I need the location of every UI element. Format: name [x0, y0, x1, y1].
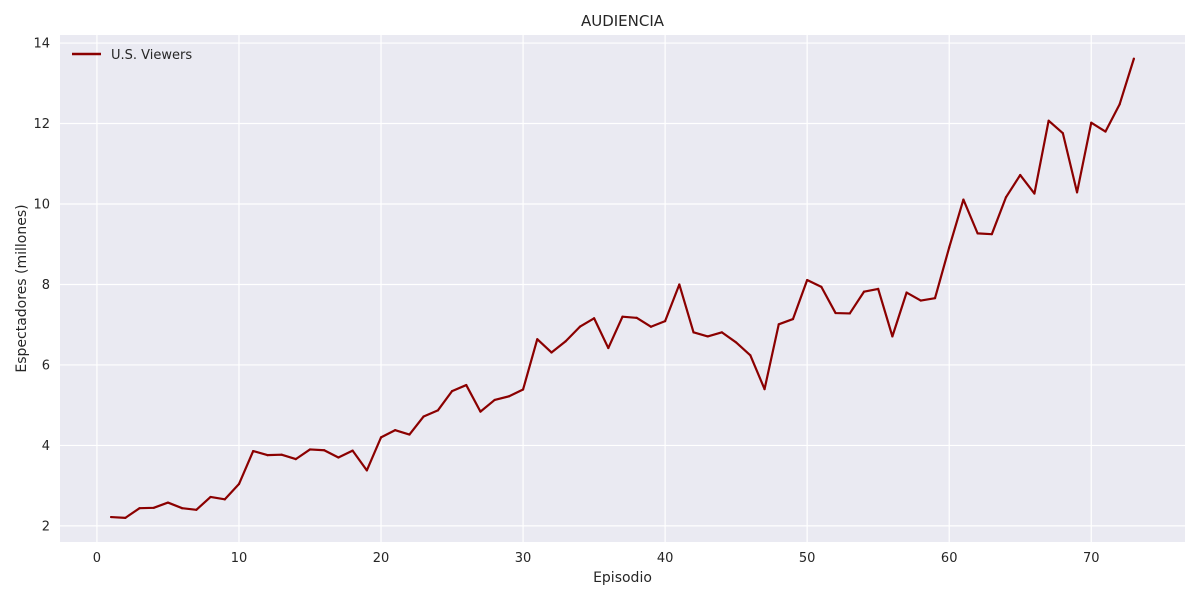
data-point — [834, 311, 837, 315]
data-point — [550, 351, 553, 354]
data-point — [962, 198, 965, 201]
data-point — [1061, 132, 1064, 135]
data-point — [578, 325, 581, 328]
data-point — [806, 278, 809, 282]
data-point — [976, 232, 979, 235]
data-point — [294, 458, 297, 461]
data-point — [507, 395, 510, 398]
data-point — [1004, 196, 1008, 199]
y-tick-label: 12 — [33, 117, 50, 132]
data-point — [877, 287, 880, 290]
data-point — [110, 515, 113, 519]
data-point — [607, 346, 610, 350]
series-layer — [110, 57, 1135, 519]
data-point — [1033, 192, 1036, 195]
data-point — [536, 338, 539, 341]
data-point — [749, 354, 752, 357]
data-point — [252, 449, 255, 453]
y-tick-label: 14 — [33, 37, 50, 52]
y-tick-label: 8 — [42, 278, 50, 293]
y-tick-label: 2 — [42, 519, 50, 534]
y-tick-label: 6 — [42, 358, 50, 373]
x-tick-label: 0 — [93, 551, 101, 566]
data-point — [905, 291, 908, 294]
plot-area — [60, 35, 1185, 542]
data-point — [635, 316, 638, 319]
data-point — [848, 312, 851, 315]
x-axis-title: Episodio — [593, 570, 652, 586]
x-tick-label: 40 — [657, 551, 674, 566]
tick-labels: 0 10 20 30 40 50 60 70 2 4 6 8 10 12 14 — [33, 37, 1099, 566]
data-point — [621, 315, 624, 318]
y-tick-label: 10 — [33, 198, 50, 213]
data-point — [422, 415, 425, 418]
data-point — [209, 495, 212, 499]
data-point — [237, 482, 241, 486]
data-point — [891, 335, 894, 338]
data-point — [379, 436, 383, 439]
data-point — [493, 398, 496, 402]
data-point — [1019, 173, 1022, 177]
data-point — [465, 383, 468, 387]
data-point — [990, 233, 993, 236]
data-point — [1090, 121, 1093, 124]
data-point — [124, 516, 127, 519]
data-point — [436, 409, 439, 412]
data-point — [323, 449, 326, 452]
data-point — [394, 429, 397, 432]
data-point — [280, 453, 283, 456]
x-tick-label: 20 — [373, 551, 390, 566]
data-point — [791, 317, 795, 321]
data-point — [195, 508, 198, 511]
data-point — [664, 319, 667, 323]
data-point — [678, 283, 681, 286]
x-tick-label: 50 — [799, 551, 816, 566]
data-point — [450, 390, 454, 393]
legend: U.S. Viewers — [72, 48, 192, 63]
data-point — [933, 297, 937, 300]
data-point — [592, 317, 596, 320]
data-point — [479, 410, 482, 413]
chart-title: AUDIENCIA — [581, 12, 665, 30]
data-point — [777, 323, 780, 326]
data-point — [223, 498, 226, 501]
y-tick-label: 4 — [42, 439, 50, 454]
data-point — [308, 448, 312, 451]
data-point — [1132, 57, 1135, 60]
data-point — [1104, 130, 1107, 133]
x-tick-label: 30 — [515, 551, 532, 566]
data-point — [408, 433, 411, 436]
grid-lines — [60, 35, 1185, 542]
x-tick-label: 60 — [941, 551, 958, 566]
data-point — [1047, 119, 1050, 122]
data-point — [919, 299, 922, 302]
data-point — [649, 325, 653, 328]
data-point — [735, 341, 738, 344]
data-point — [763, 388, 766, 391]
data-point — [862, 290, 866, 293]
legend-label: U.S. Viewers — [111, 48, 192, 63]
x-tick-label: 10 — [231, 551, 248, 566]
data-point — [138, 507, 141, 510]
data-point — [1075, 191, 1079, 194]
data-point — [181, 507, 184, 510]
data-point — [706, 335, 709, 338]
data-point — [692, 331, 695, 334]
data-point — [564, 340, 567, 343]
data-point — [365, 469, 368, 472]
data-point — [948, 246, 951, 249]
data-point — [820, 285, 823, 288]
y-axis-title: Espectadores (millones) — [14, 204, 30, 372]
data-point — [266, 453, 269, 457]
data-point — [337, 456, 340, 459]
x-tick-label: 70 — [1083, 551, 1100, 566]
data-point — [166, 501, 170, 504]
data-point — [521, 388, 525, 391]
data-point — [152, 506, 155, 509]
data-point — [1118, 103, 1121, 106]
data-point — [720, 331, 724, 334]
data-point — [351, 449, 354, 452]
